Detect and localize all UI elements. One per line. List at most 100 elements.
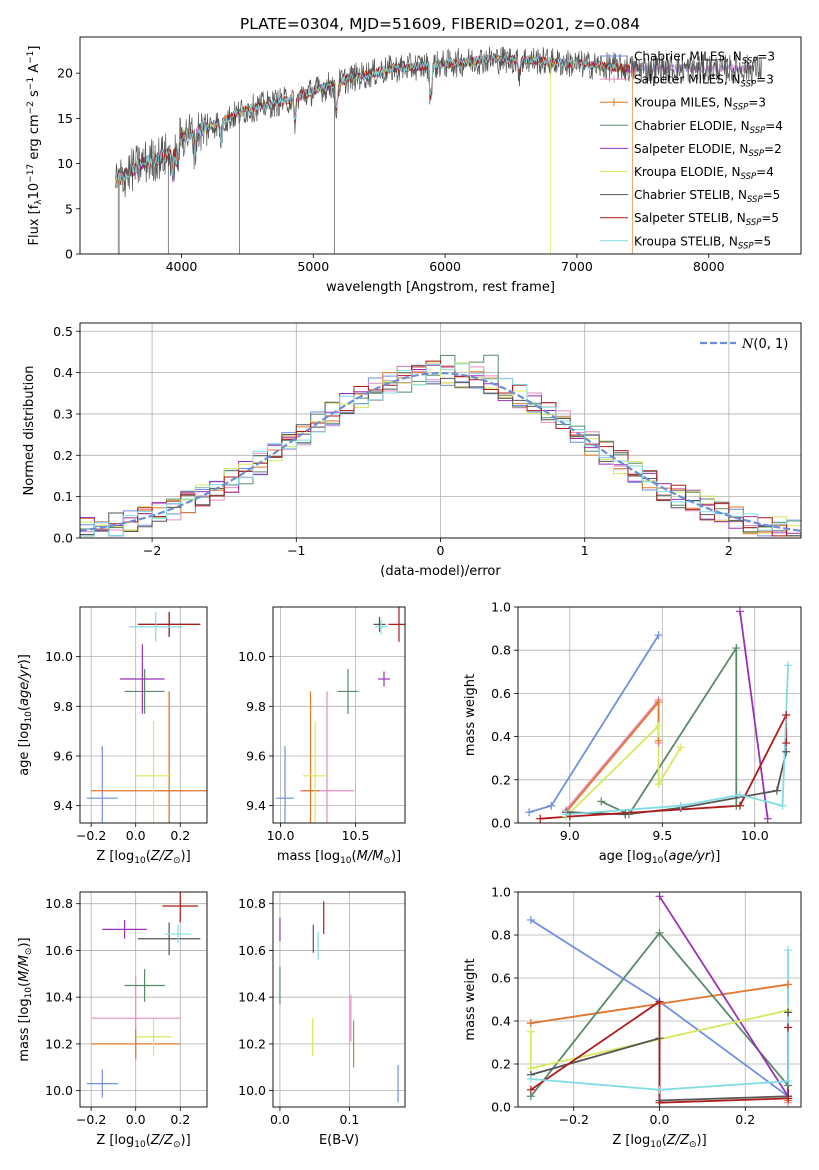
y-tick-label: 0.2 [53, 448, 73, 463]
y-tick-label: 10.8 [238, 896, 266, 911]
weight-line-chabrier_elodie [600, 644, 738, 816]
label-part: =5 [761, 211, 779, 225]
grid [273, 892, 405, 1107]
weight-line-salpeter_elodie [739, 611, 769, 819]
y-tick-label: 10.0 [238, 1083, 266, 1098]
label-part: )] [697, 1133, 707, 1148]
grid [80, 892, 207, 1107]
y-tick-label: 10.8 [45, 896, 73, 911]
x-tick-label: 10.0 [267, 828, 295, 843]
label-part: Z/Z [666, 1133, 690, 1148]
weight-marker-chabrier_elodie [732, 644, 741, 653]
weight-marker-chabrier_stelib [621, 810, 630, 819]
x-axis-label: wavelength [Angstrom, rest frame] [326, 280, 555, 295]
x-tick-label: 9.5 [652, 828, 672, 843]
y-tick-label: 10.2 [45, 1036, 73, 1051]
x-tick-label: 5000 [297, 259, 329, 274]
label-part: SSP [742, 57, 758, 67]
axes-frame [79, 606, 208, 824]
label-part: SSP [738, 241, 754, 251]
label-part: mass weight [463, 958, 478, 1040]
x-tick-label: 10.5 [342, 828, 370, 843]
weight-marker-salpeter_stelib [655, 1098, 664, 1107]
label-part: Z/Z [150, 849, 174, 864]
label-part: −17 [26, 164, 36, 183]
label-part: ( [146, 1133, 151, 1148]
label-part: =2 [764, 142, 782, 156]
axes-frame [517, 606, 802, 824]
weight-marker-chabrier_stelib [655, 1034, 664, 1043]
weight-marker-chabrier_elodie [655, 928, 664, 937]
weight-marker-kroupa_stelib [655, 1085, 664, 1094]
y-tick-label: 0.8 [491, 928, 511, 943]
plot-area [80, 354, 801, 537]
x-tick-label: 2 [725, 543, 733, 558]
weight-line-salpeter_stelib [540, 714, 788, 820]
spectrum-line-chabrier_stelib [115, 46, 762, 198]
weight-marker-kroupa_miles [784, 980, 793, 989]
label-part: mass weight [463, 674, 478, 756]
x-axis-label: (data-model)/error [380, 564, 501, 579]
weight-marker-kroupa_stelib [784, 946, 793, 955]
plot-area [276, 607, 405, 823]
y-tick-label: 5 [65, 201, 73, 216]
weight-marker-salpeter_elodie [655, 892, 664, 901]
label-part: ⊙ [383, 856, 391, 866]
label-part: −2 [26, 101, 36, 114]
plot-weight_vs_age: 9.0 9.5 10.0 0.0 0.2 0.4 0.6 0.8 1.0 age [log10(a… [463, 600, 802, 866]
y-axis-label: mass weight [463, 674, 478, 756]
weight-marker-kroupa_elodie [654, 721, 663, 730]
label-part: )] [17, 937, 32, 947]
y-tick-label: 10.4 [45, 990, 73, 1005]
y-axis-label: mass weight [463, 958, 478, 1040]
label-part: Kroupa ELODIE, N [634, 165, 741, 179]
x-tick-label: 0.2 [735, 1112, 755, 1127]
label-part: )] [181, 849, 191, 864]
label-part: Z/Z [150, 1133, 174, 1148]
y-tick-label: 0.3 [53, 406, 73, 421]
weight-marker-kroupa_stelib [676, 801, 685, 810]
label-part: M/M [357, 849, 384, 864]
y-tick-label: 10.6 [45, 943, 73, 958]
y-tick-label: 9.6 [53, 748, 73, 763]
weight-marker-chabrier_stelib [772, 786, 781, 795]
x-tick-label: 1 [581, 543, 589, 558]
weight-marker-salpeter_stelib [526, 1085, 535, 1094]
x-tick-label: 0.2 [170, 1112, 190, 1127]
x-axis-label: Z [log10(Z/Z⊙)] [612, 1133, 706, 1150]
x-tick-label: 7000 [561, 259, 593, 274]
weight-marker-chabrier_miles [547, 801, 556, 810]
label-part: Chabrier ELODIE, N [634, 119, 750, 133]
label-part: s [27, 90, 42, 101]
label-part: −1 [26, 51, 36, 64]
label-part: ⊙ [173, 1140, 181, 1150]
x-tick-label: −0.2 [76, 1112, 106, 1127]
label-part: =3 [757, 50, 775, 64]
label-part: )] [710, 849, 720, 864]
label-part: SSP [747, 195, 763, 205]
plot-area [86, 611, 207, 823]
x-tick-label: 0.0 [126, 1112, 146, 1127]
x-axis-label: Z [log10(Z/Z⊙)] [96, 849, 190, 866]
legend-label-kroupa_elodie: Kroupa ELODIE, NSSP=4 [634, 165, 774, 182]
x-tick-label: 0.2 [170, 828, 190, 843]
label-part: erg cm [27, 114, 42, 163]
axes-frame [79, 322, 802, 539]
label-part: (0, 1) [753, 337, 788, 352]
label-part: Salpeter STELIB, N [634, 211, 746, 225]
x-tick-label: 10.0 [741, 828, 769, 843]
legend-label-salpeter_miles: Salpeter MILES, NSSP=3 [634, 73, 774, 90]
label-part: SSP [741, 172, 757, 182]
y-tick-label: 9.4 [246, 798, 266, 813]
label-part: ( [146, 849, 151, 864]
legend-label-salpeter_elodie: Salpeter ELODIE, NSSP=2 [634, 142, 782, 159]
plot-spectrum: 4000 5000 6000 7000 8000 0 5 10 15 20 wavelength [… [26, 36, 802, 295]
legend-label-gaussian: N(0, 1) [741, 337, 788, 352]
weight-marker-kroupa_miles [654, 698, 663, 707]
label-part: (data-model)/error [380, 564, 501, 579]
label-part: mass [log [277, 849, 340, 864]
label-part: =3 [756, 73, 774, 87]
label-part: Salpeter MILES, N [634, 73, 741, 87]
label-part: ( [352, 849, 357, 864]
x-axis-label: mass [log10(M/M⊙)] [277, 849, 401, 866]
